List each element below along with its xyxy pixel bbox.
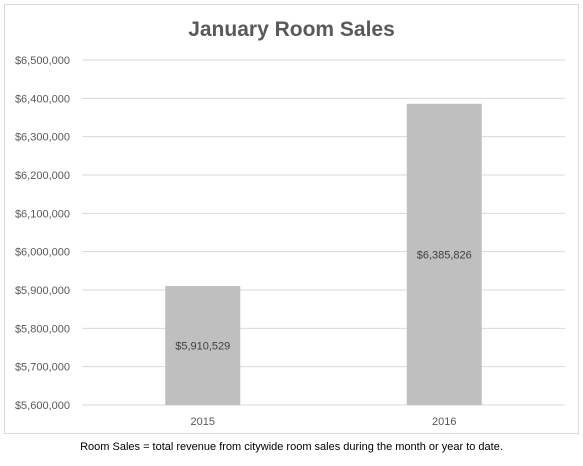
y-tick-label: $5,700,000	[15, 362, 70, 374]
x-tick-label: 2016	[432, 416, 456, 428]
bar-2015	[165, 285, 241, 405]
chart-frame	[4, 4, 579, 434]
y-tick-label: $6,000,000	[15, 247, 70, 259]
y-tick-label: $5,900,000	[15, 285, 70, 297]
y-tick-label: $6,400,000	[15, 93, 70, 105]
y-tick-label: $6,300,000	[15, 132, 70, 144]
x-tick-label: 2015	[191, 416, 215, 428]
data-label: $6,385,826	[417, 249, 472, 261]
data-label: $5,910,529	[175, 340, 230, 352]
y-tick-label: $5,800,000	[15, 323, 70, 335]
footnote: Room Sales = total revenue from citywide…	[80, 441, 503, 453]
bar-2016	[406, 103, 482, 406]
y-tick-label: $6,500,000	[15, 55, 70, 67]
chart-title: January Room Sales	[188, 18, 395, 41]
y-tick-label: $5,600,000	[15, 400, 70, 412]
y-tick-label: $6,200,000	[15, 170, 70, 182]
y-tick-label: $6,100,000	[15, 208, 70, 220]
